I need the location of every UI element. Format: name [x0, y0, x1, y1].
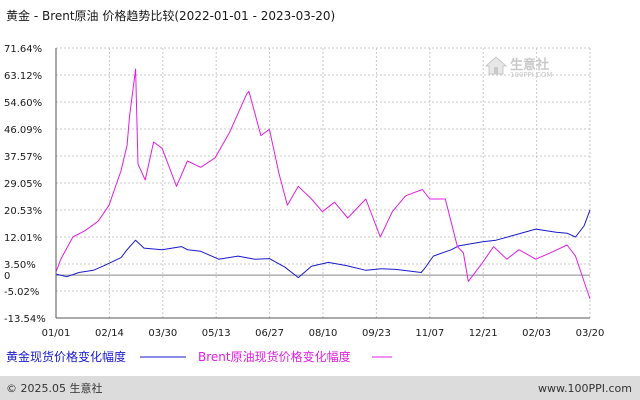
y-tick-label: 29.05%	[4, 179, 42, 190]
x-tick-label: 09/23	[362, 328, 391, 339]
y-tick-label: 71.64%	[4, 44, 42, 55]
watermark-name: 生意社	[510, 57, 549, 73]
watermark-logo: 生意社 100PPI.COM	[484, 56, 553, 79]
y-tick-label: 20.53%	[4, 206, 42, 217]
y-tick-label: 63.12%	[4, 71, 42, 82]
house-icon	[484, 56, 508, 75]
y-tick-label: -13.54%	[4, 314, 46, 325]
grid	[55, 47, 591, 319]
footer-copyright: © 2025.05 生意社	[6, 381, 102, 395]
x-axis-tick-labels: 01/01 02/14 03/30 05/13 06/27 08/10 09/23 11/07…	[42, 328, 605, 339]
series-lines	[55, 68, 591, 300]
footer-bar	[0, 376, 640, 400]
y-tick-label: 37.57%	[4, 152, 42, 163]
series-line-brent	[55, 68, 591, 300]
x-tick-label: 11/07	[415, 328, 444, 339]
x-tick-label: 12/21	[469, 328, 498, 339]
x-tick-label: 02/14	[95, 328, 124, 339]
legend: 黄金现货价格变化幅度 Brent原油现货价格变化幅度	[6, 349, 392, 364]
watermark-url: 100PPI.COM	[510, 71, 553, 79]
y-tick-label: 46.09%	[4, 125, 42, 136]
legend-label-brent: Brent原油现货价格变化幅度	[198, 349, 351, 364]
x-tick-label: 06/27	[255, 328, 284, 339]
x-tick-label: 03/20	[576, 328, 605, 339]
y-axis-tick-labels: 71.64% 63.12% 54.60% 46.09% 37.57% 29.05% 20.5…	[4, 44, 46, 325]
y-tick-label: 3.50%	[4, 260, 36, 271]
legend-label-gold: 黄金现货价格变化幅度	[6, 349, 126, 364]
y-tick-label-zero: 0	[4, 271, 10, 282]
x-tick-label: 03/30	[148, 328, 177, 339]
x-tick-label: 05/13	[202, 328, 231, 339]
y-tick-label: 12.01%	[4, 233, 42, 244]
chart-title: 黄金 - Brent原油 价格趋势比较(2022-01-01 - 2023-03…	[6, 8, 335, 23]
series-line-gold	[55, 209, 591, 279]
x-tick-label: 08/10	[309, 328, 338, 339]
y-tick-label: -5.02%	[4, 287, 39, 298]
footer-site-link[interactable]: www.100PPI.com	[538, 382, 632, 395]
x-tick-label: 01/01	[42, 328, 71, 339]
x-tick-label: 02/03	[522, 328, 551, 339]
y-tick-label: 54.60%	[4, 98, 42, 109]
